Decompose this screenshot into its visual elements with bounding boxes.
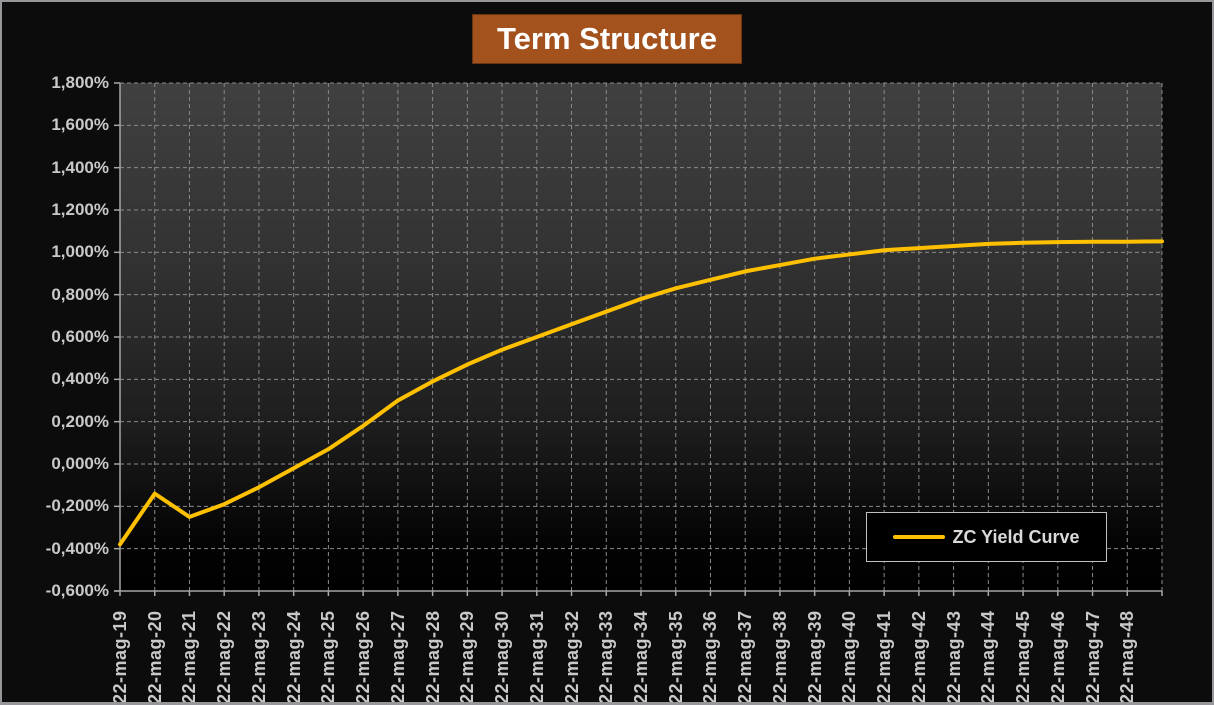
legend-series-label: ZC Yield Curve <box>952 526 1080 547</box>
y-axis-label: 0,000% <box>51 454 109 473</box>
x-axis-label: 22-mag-33 <box>596 610 617 704</box>
x-axis-label: 22-mag-30 <box>492 610 513 704</box>
x-axis-label: 22-mag-43 <box>943 610 964 704</box>
x-axis-label: 22-mag-24 <box>283 610 304 704</box>
chart-title: Term Structure <box>472 14 742 64</box>
x-axis-label: 22-mag-37 <box>735 610 756 704</box>
x-axis-label: 22-mag-47 <box>1082 610 1103 704</box>
y-axis-label: 1,800% <box>51 73 109 92</box>
legend-line-sample <box>893 535 946 539</box>
x-axis-label: 22-mag-21 <box>179 610 200 704</box>
y-axis-label: 0,800% <box>51 284 109 304</box>
y-axis-label: -0,600% <box>45 581 109 600</box>
x-axis-label: 22-mag-23 <box>248 610 269 704</box>
x-axis-label: 22-mag-44 <box>978 610 999 704</box>
x-axis-label: 22-mag-42 <box>908 610 929 704</box>
y-axis-label: -0,200% <box>45 496 109 516</box>
y-axis-label: 1,400% <box>51 157 109 177</box>
x-axis-label: 22-mag-22 <box>214 610 235 704</box>
x-axis-label: 22-mag-36 <box>700 610 721 704</box>
y-axis-label: 1,600% <box>51 115 109 135</box>
x-axis-label: 22-mag-20 <box>144 610 165 704</box>
x-axis-label: 22-mag-45 <box>1013 610 1034 704</box>
y-axis-label: 1,000% <box>51 242 109 262</box>
y-axis-label: 0,600% <box>51 327 109 346</box>
x-axis-label: 22-mag-48 <box>1117 610 1138 704</box>
x-axis-label: 22-mag-35 <box>665 610 686 704</box>
y-axis-label: 1,200% <box>51 200 109 219</box>
y-axis-label: 0,400% <box>51 369 109 389</box>
y-axis-label: -0,400% <box>45 538 109 558</box>
x-axis-label: 22-mag-40 <box>839 610 860 704</box>
x-axis-label: 22-mag-31 <box>526 610 547 704</box>
x-axis-label: 22-mag-38 <box>769 610 790 704</box>
x-axis-label: 22-mag-28 <box>422 610 443 704</box>
x-axis-label: 22-mag-34 <box>631 610 651 704</box>
legend: ZC Yield Curve <box>866 512 1107 562</box>
x-axis-label: 22-mag-29 <box>457 610 478 704</box>
x-axis-label: 22-mag-27 <box>387 610 408 704</box>
x-axis-label: 22-mag-39 <box>804 610 825 704</box>
x-axis-label: 22-mag-32 <box>561 610 582 704</box>
x-axis-label: 22-mag-25 <box>318 610 339 704</box>
x-axis-label: 22-mag-26 <box>353 610 374 704</box>
x-axis-label: 22-mag-41 <box>874 610 895 704</box>
x-axis-label: 22-mag-19 <box>110 610 130 704</box>
y-axis-label: 0,200% <box>51 411 109 431</box>
x-axis-label: 22-mag-46 <box>1047 610 1068 704</box>
